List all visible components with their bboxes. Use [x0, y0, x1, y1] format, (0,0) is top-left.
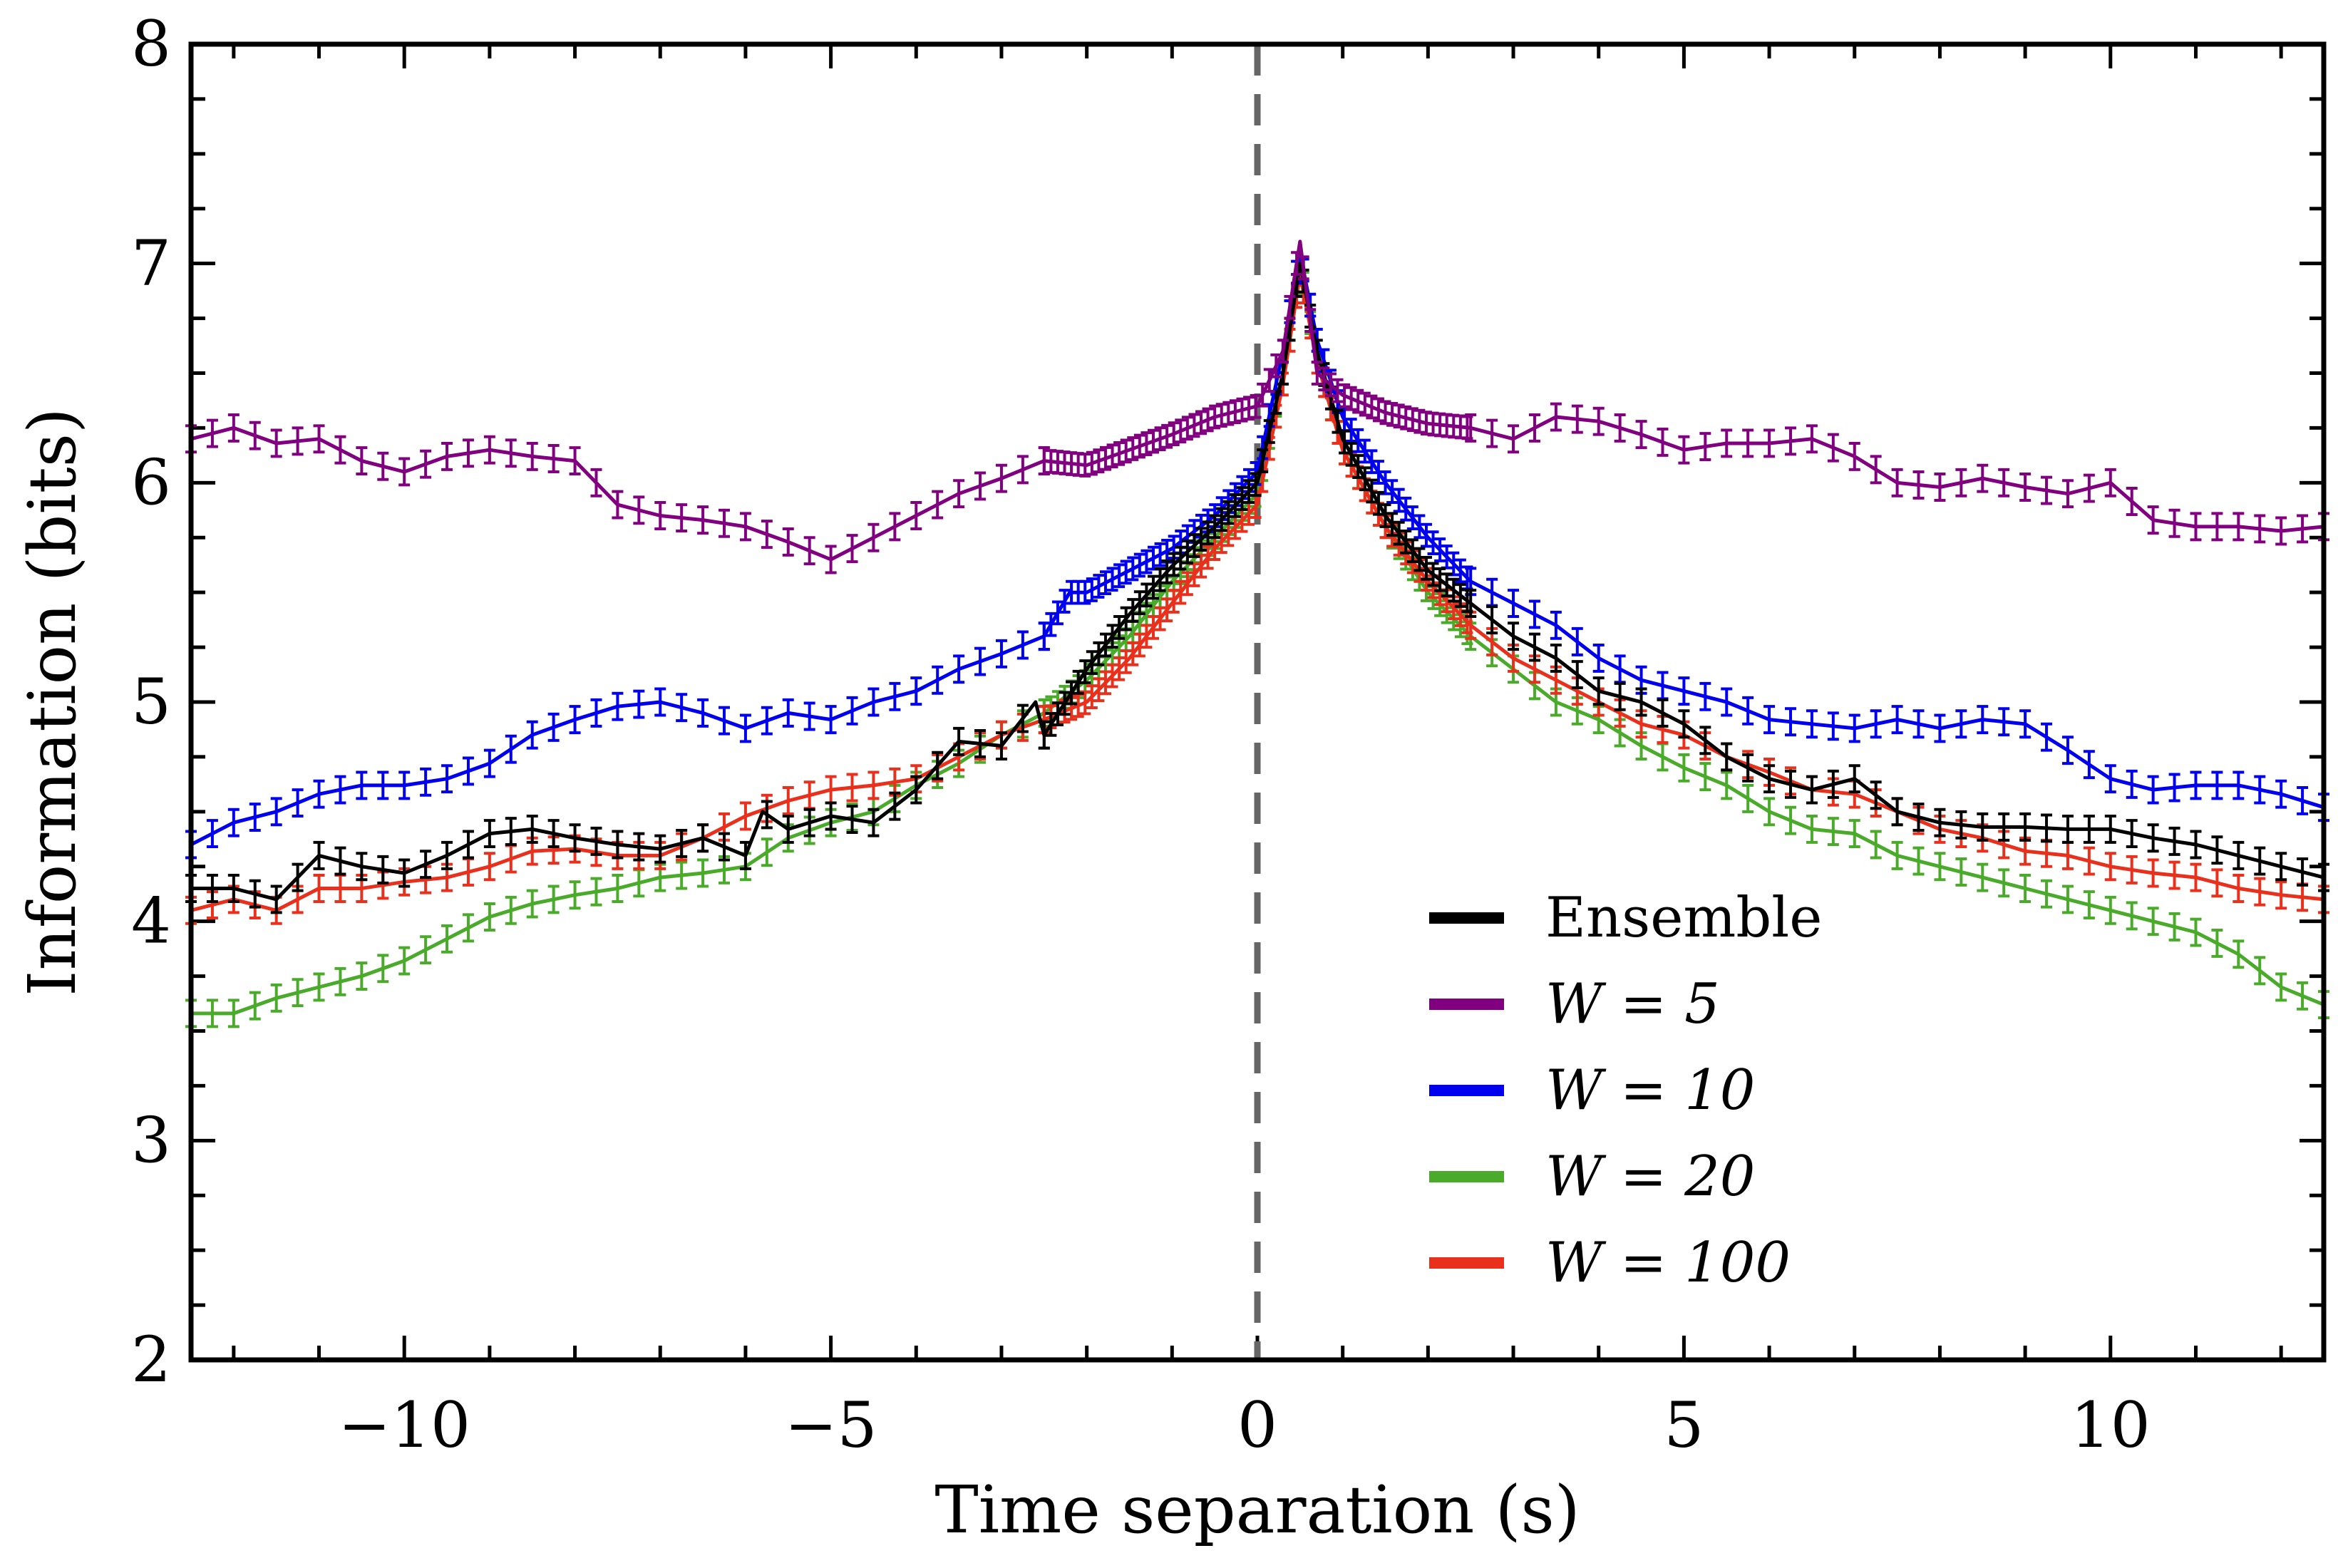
series-group [185, 239, 2329, 1028]
x-tick-label: 0 [1237, 1388, 1277, 1462]
y-axis-title: Information (bits) [14, 408, 91, 996]
x-tick-label: −10 [338, 1388, 470, 1462]
y-tick-labels: 2 3 4 5 6 7 8 [131, 7, 171, 1396]
x-tick-labels: −10 −5 0 5 10 [338, 1388, 2150, 1462]
legend-label: W = 10 [1545, 1058, 1755, 1123]
legend-label: W = 100 [1545, 1231, 1791, 1295]
series-ensemble [185, 262, 2329, 914]
x-tick-label: 10 [2071, 1388, 2151, 1462]
legend-label: W = 5 [1545, 972, 1720, 1036]
y-tick-label: 6 [131, 445, 171, 519]
legend: Ensemble W = 5 W = 10 W = 20 W = 100 [1429, 886, 1822, 1295]
legend-label: Ensemble [1545, 886, 1822, 950]
x-axis-title: Time separation (s) [934, 1472, 1580, 1548]
y-tick-label: 5 [131, 665, 171, 738]
x-tick-label: 5 [1664, 1388, 1704, 1462]
y-tick-label: 3 [131, 1103, 171, 1177]
x-tick-label: −5 [785, 1388, 877, 1462]
y-tick-label: 4 [131, 884, 171, 958]
y-tick-label: 7 [131, 227, 171, 300]
y-tick-label: 2 [131, 1323, 171, 1396]
y-tick-label: 8 [131, 7, 171, 81]
plot-frame [188, 41, 2327, 1363]
legend-label: W = 20 [1545, 1145, 1755, 1209]
series-w-5 [185, 239, 2329, 574]
